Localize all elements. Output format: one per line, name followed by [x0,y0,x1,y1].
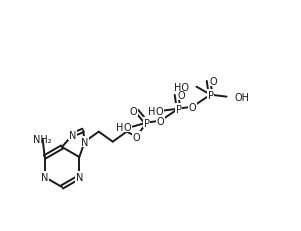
Text: N: N [41,172,48,182]
Text: H: H [116,122,123,132]
Text: O: O [189,102,196,112]
Text: N: N [69,130,76,140]
Text: O: O [130,106,137,116]
Text: P: P [207,90,213,100]
Text: O: O [178,90,185,100]
Text: O: O [156,106,163,116]
Text: O: O [157,116,164,126]
Text: O: O [133,132,140,142]
Text: P: P [144,118,150,128]
Text: HO: HO [173,82,188,92]
Text: NH₂: NH₂ [33,134,52,144]
Text: H: H [148,106,155,116]
Text: N: N [76,172,83,182]
Text: O: O [210,76,217,86]
Text: OH: OH [234,92,250,102]
Text: O: O [124,122,131,132]
Text: P: P [175,104,182,114]
Text: N: N [81,137,88,147]
